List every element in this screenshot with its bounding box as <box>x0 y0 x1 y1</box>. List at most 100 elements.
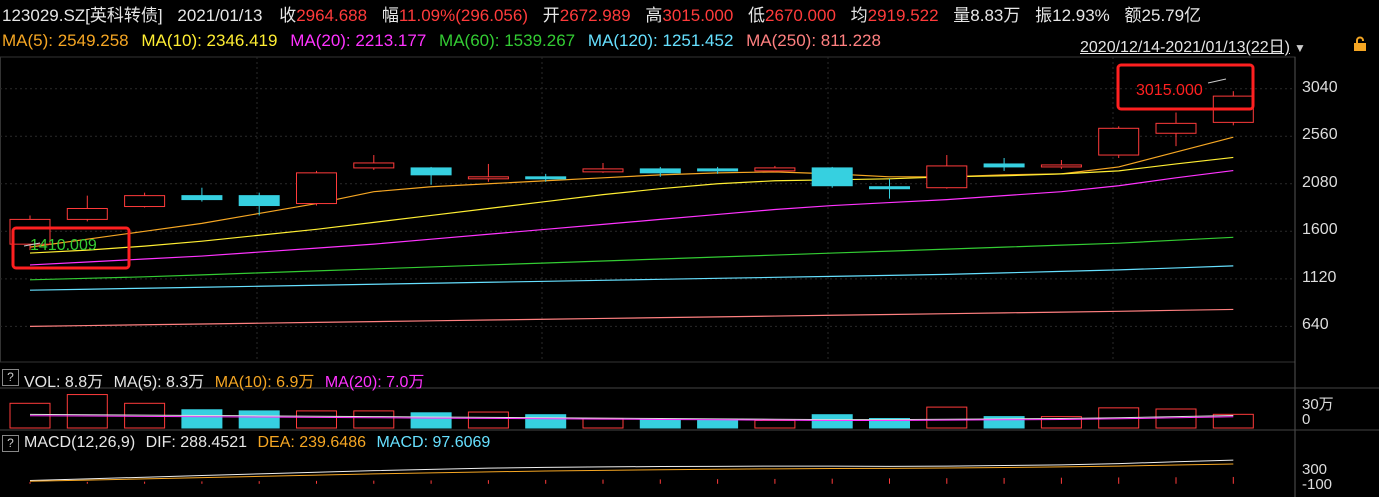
volume-bar <box>181 409 223 429</box>
volume-bar <box>525 414 567 429</box>
volume-bar <box>353 410 395 429</box>
annotations: 3015.000 1410.009 <box>11 63 1255 270</box>
ma20-line <box>29 169 1234 266</box>
candle-body <box>1040 164 1082 168</box>
candle-body <box>697 168 739 172</box>
open-value: 2672.989 <box>559 6 631 25</box>
ma250-line <box>29 308 1234 327</box>
volume-bar <box>1155 408 1197 429</box>
volume-bar <box>66 394 108 429</box>
candle-body <box>66 208 108 220</box>
change-label: 幅 <box>381 6 399 25</box>
volume-value: 8.83万 <box>970 6 1021 25</box>
amplitude-label: 振 <box>1035 6 1053 25</box>
volume-bar <box>926 406 968 429</box>
price-tick-label: 1120 <box>1302 268 1337 286</box>
ma60-line <box>29 236 1234 281</box>
candle-body <box>811 167 853 187</box>
macd-dea: DEA: 239.6486 <box>257 434 366 451</box>
quote-header: 123029.SZ[英科转债] 2021/01/13 收2964.688 幅11… <box>2 5 1201 27</box>
max-price-label: 3015.000 <box>1136 82 1203 99</box>
vol-ma20: MA(20): 7.0万 <box>324 374 425 391</box>
ma20-legend[interactable]: MA(20): 2213.177 <box>290 31 427 50</box>
max-highlight-box <box>1116 63 1255 111</box>
candle-body <box>296 172 337 205</box>
candle-body <box>1155 122 1197 134</box>
high-value: 3015.000 <box>662 6 734 25</box>
vol-help-icon[interactable]: ? <box>2 369 19 386</box>
macd-help-icon[interactable]: ? <box>2 435 19 452</box>
min-arrow <box>23 242 41 247</box>
avg-value: 2919.522 <box>867 6 939 25</box>
lock-icon[interactable] <box>1352 36 1368 52</box>
ma10-legend[interactable]: MA(10): 2346.419 <box>141 31 278 50</box>
security-code[interactable]: 123029.SZ[英科转债] <box>2 6 163 25</box>
candle-body <box>181 195 223 201</box>
macd-dif: DIF: 288.4521 <box>145 434 248 451</box>
volume-bar <box>410 412 452 429</box>
volume-bar <box>1040 416 1082 429</box>
ma60-legend[interactable]: MA(60): 1539.267 <box>439 31 576 50</box>
candle-body <box>525 176 567 180</box>
volume-bar <box>639 419 681 429</box>
ma-lines <box>29 136 1234 327</box>
ma120-line <box>29 265 1234 291</box>
vol-tick-label: 30万 <box>1302 396 1334 413</box>
chevron-down-icon[interactable]: ▼ <box>1293 41 1306 55</box>
open-label: 开 <box>542 6 560 25</box>
low-value: 2670.000 <box>765 6 836 25</box>
vol-ma10: MA(10): 6.9万 <box>214 374 315 391</box>
dif-line <box>29 459 1234 481</box>
macd-panel: 300-100 <box>0 429 1379 493</box>
volume-bar <box>1212 413 1254 429</box>
amplitude-value: 12.93% <box>1052 6 1110 25</box>
ma120-legend[interactable]: MA(120): 1251.452 <box>587 31 734 50</box>
candle-body <box>926 165 968 189</box>
candle-body <box>639 168 681 174</box>
min-price-label: 1410.009 <box>30 237 97 254</box>
dea-line <box>29 463 1234 482</box>
macd-tick-label: 300 <box>1302 461 1327 478</box>
min-highlight-box <box>11 226 131 270</box>
change-value: 11.09%(296.056) <box>398 6 528 25</box>
candle-body <box>124 195 166 208</box>
candle-body <box>582 168 624 173</box>
price-panel-frame <box>0 56 1296 363</box>
close-label: 收 <box>279 6 297 25</box>
price-tick-label: 2080 <box>1302 173 1338 191</box>
candle-body <box>353 162 395 169</box>
ma-legend: MA(5): 2549.258 MA(10): 2346.419 MA(20):… <box>2 30 881 52</box>
high-label: 高 <box>645 6 663 25</box>
price-tick-label: 1600 <box>1302 221 1338 239</box>
vol-legend: VOL: 8.8万 MA(5): 8.3万 MA(10): 6.9万 MA(20… <box>24 368 424 392</box>
price-tick-label: 2560 <box>1302 126 1338 144</box>
close-value: 2964.688 <box>296 6 368 25</box>
volume-bar <box>811 414 853 429</box>
amount-value: 25.79亿 <box>1141 6 1202 25</box>
volume-bar <box>697 419 739 429</box>
price-tick-label: 640 <box>1302 316 1329 334</box>
vol-ma20-line <box>29 415 1234 421</box>
date-range-selector[interactable]: 2020/12/14-2021/01/13(22日) ▼ <box>1080 33 1306 57</box>
candle-body <box>869 186 910 190</box>
avg-label: 均 <box>850 6 868 25</box>
ma5-legend[interactable]: MA(5): 2549.258 <box>2 31 129 50</box>
date-range-label: 2020/12/14-2021/01/13(22日) <box>1080 39 1290 56</box>
candle-body <box>983 163 1025 168</box>
volume-label: 量 <box>953 6 971 25</box>
volume-bar <box>467 411 509 429</box>
ma10-line <box>29 156 1234 254</box>
macd-legend: MACD(12,26,9) DIF: 288.4521 DEA: 239.648… <box>24 434 490 452</box>
chart-grid <box>0 56 1296 497</box>
low-label: 低 <box>748 6 766 25</box>
candle-body <box>238 195 280 207</box>
ma250-legend[interactable]: MA(250): 811.228 <box>746 31 881 50</box>
candle-body <box>467 176 509 180</box>
vol-ma5-line <box>29 413 1234 421</box>
volume-bar <box>238 410 280 429</box>
macd-name: MACD(12,26,9) <box>24 434 136 451</box>
volume-bar <box>754 419 796 429</box>
vol-ma5: MA(5): 8.3万 <box>113 374 205 391</box>
